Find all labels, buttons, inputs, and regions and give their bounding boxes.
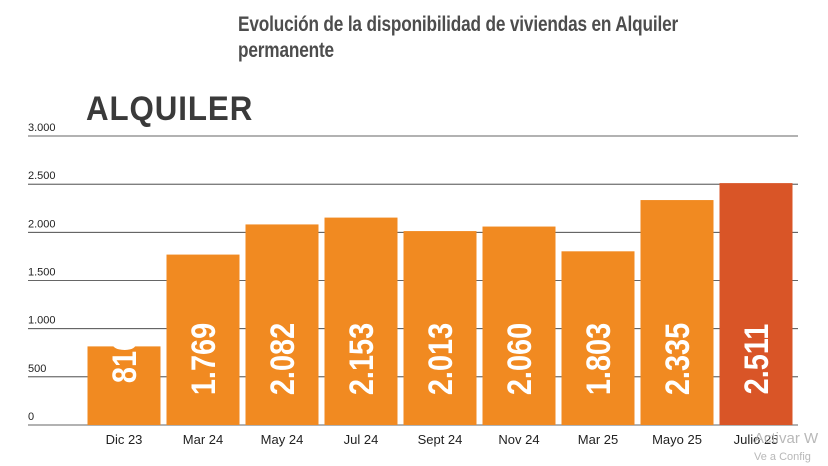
bar bbox=[245, 224, 319, 425]
y-tick-label: 2.500 bbox=[28, 170, 56, 182]
bar bbox=[482, 226, 556, 425]
x-tick-label: Dic 23 bbox=[106, 432, 143, 447]
x-tick-label: Mar 25 bbox=[578, 432, 618, 447]
watermark-line-2: Ve a Config bbox=[754, 451, 811, 463]
y-tick-label: 0 bbox=[28, 411, 34, 423]
chart-title: Evolución de la disponibilidad de vivien… bbox=[238, 13, 679, 62]
chart-label: ALQUILER bbox=[86, 90, 254, 128]
bar bbox=[561, 251, 635, 425]
bar-value-label: 816 bbox=[105, 335, 144, 383]
bar-value-label: 2.013 bbox=[421, 323, 460, 395]
bar-value-label: 1.803 bbox=[579, 323, 618, 395]
x-tick-label: Mayo 25 bbox=[652, 432, 702, 447]
x-tick-label: Jul 24 bbox=[344, 432, 379, 447]
y-tick-label: 3.000 bbox=[28, 122, 56, 134]
x-axis-labels: Dic 23 Mar 24 May 24 Jul 24 Sept 24 Nov 24 Mar… bbox=[106, 432, 779, 447]
y-tick-label: 500 bbox=[28, 363, 46, 375]
bar bbox=[87, 346, 161, 425]
y-tick-label: 1.500 bbox=[28, 267, 56, 279]
bar bbox=[719, 183, 793, 425]
x-tick-label: Julio 25 bbox=[734, 432, 779, 447]
watermark-line-1: Activar W bbox=[754, 430, 819, 447]
bars: 816 1.769 2.082 2.153 2.013 2.060 1.803 2.335 2.… bbox=[87, 183, 793, 425]
bar-value-label: 2.335 bbox=[658, 323, 697, 395]
bar-value-label: 2.060 bbox=[500, 323, 539, 395]
bar bbox=[403, 231, 477, 425]
x-tick-label: Mar 24 bbox=[183, 432, 223, 447]
y-axis-ticks: 0 500 1.000 1.500 2.000 2.500 3.000 bbox=[28, 122, 56, 423]
bar-value-label: 2.511 bbox=[737, 324, 776, 395]
bar bbox=[166, 254, 240, 425]
bar-value-label: 2.153 bbox=[342, 323, 381, 395]
windows-activation-watermark: Activar W Ve a Config bbox=[754, 430, 818, 466]
x-tick-label: Sept 24 bbox=[418, 432, 463, 447]
bar bbox=[324, 217, 398, 425]
bar-value-label: 2.082 bbox=[263, 323, 302, 395]
x-tick-label: May 24 bbox=[261, 432, 304, 447]
bar-value-label: 1.769 bbox=[184, 323, 223, 395]
y-tick-label: 1.000 bbox=[28, 315, 56, 327]
bar bbox=[640, 200, 714, 425]
x-tick-label: Nov 24 bbox=[498, 432, 539, 447]
y-tick-label: 2.000 bbox=[28, 218, 56, 230]
